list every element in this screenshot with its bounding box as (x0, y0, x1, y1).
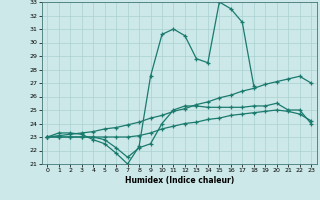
X-axis label: Humidex (Indice chaleur): Humidex (Indice chaleur) (124, 176, 234, 185)
